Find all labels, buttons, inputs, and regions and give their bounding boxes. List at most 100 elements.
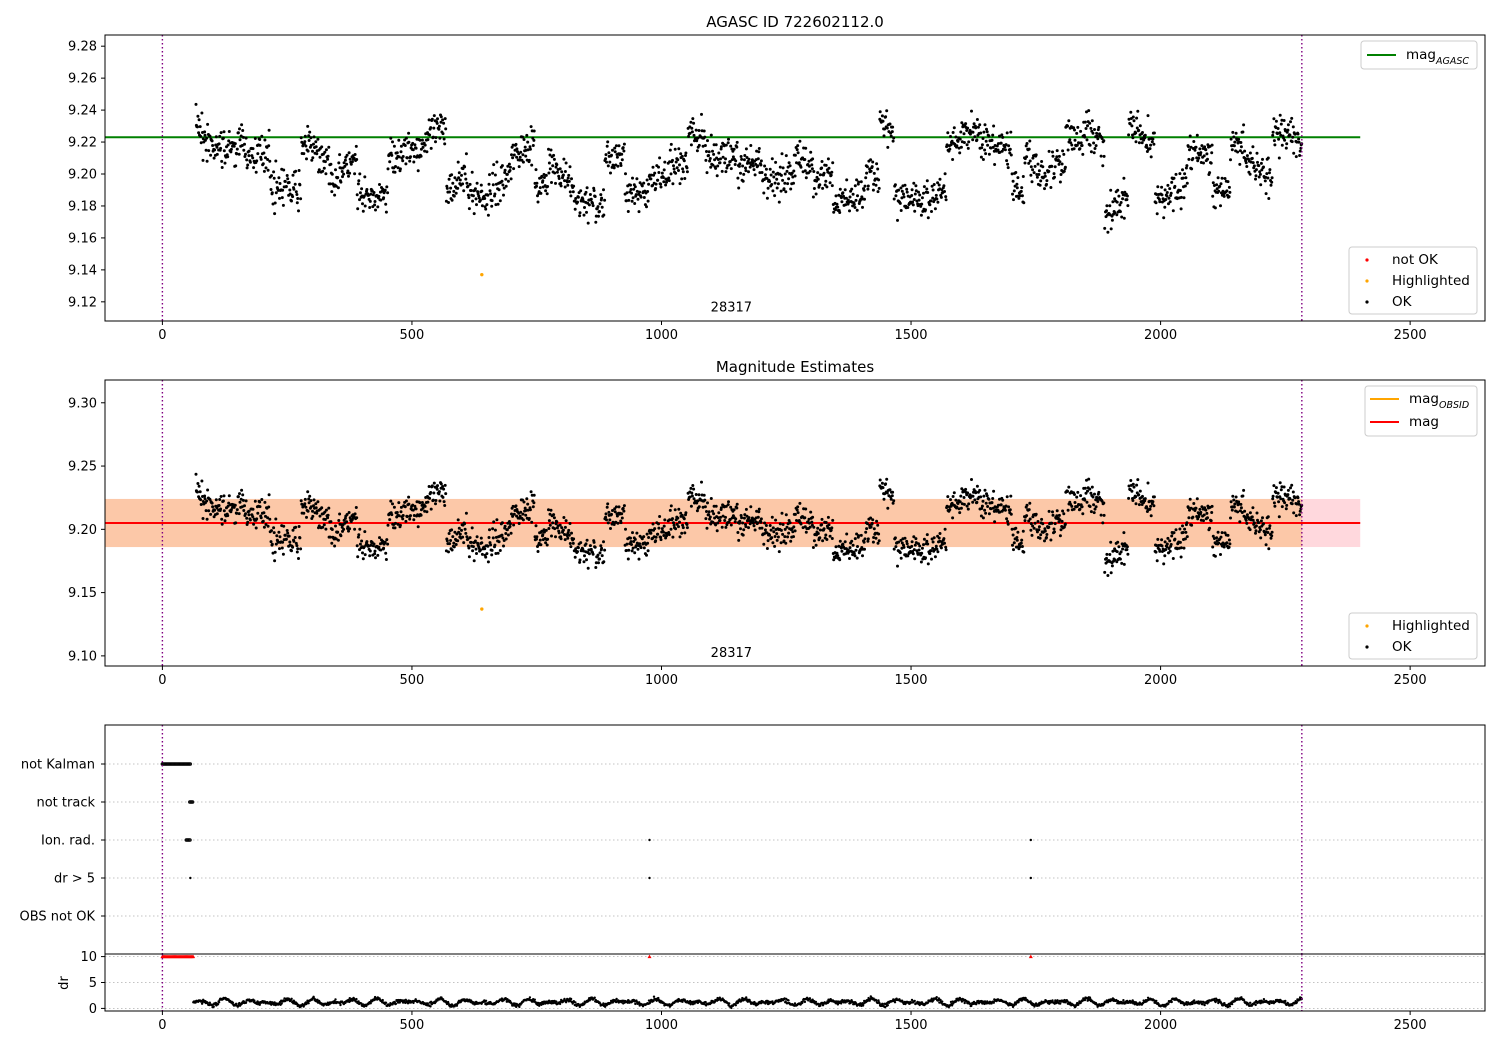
ok-point — [1227, 195, 1231, 199]
ok-point — [273, 201, 277, 205]
ok-point — [1251, 518, 1255, 522]
ok-point — [639, 546, 643, 550]
ok-point — [203, 494, 207, 498]
ok-point — [857, 180, 861, 184]
ok-point — [756, 521, 760, 525]
ok-point — [540, 529, 544, 533]
ok-point — [625, 199, 628, 203]
ok-point — [1021, 529, 1025, 533]
ok-point — [1286, 488, 1290, 492]
ok-point — [868, 167, 872, 171]
ok-point — [911, 203, 915, 207]
ok-point — [776, 535, 780, 539]
ok-point — [493, 528, 497, 532]
ok-point — [1205, 152, 1209, 156]
ok-point — [1178, 172, 1182, 176]
ok-point — [803, 158, 807, 161]
ok-point — [550, 534, 553, 538]
ok-point — [594, 561, 598, 565]
ok-point — [439, 115, 443, 119]
ok-point — [1165, 545, 1169, 549]
ok-point — [437, 127, 441, 131]
ok-point — [1182, 196, 1186, 200]
ok-point — [299, 136, 303, 140]
ok-point — [1270, 534, 1274, 538]
ok-point — [211, 144, 215, 147]
ok-point — [617, 144, 621, 148]
ok-point — [985, 127, 988, 131]
ok-point — [874, 183, 878, 187]
ok-point — [274, 159, 278, 163]
ok-point — [654, 187, 658, 190]
ok-point — [1183, 527, 1187, 531]
ok-point — [917, 548, 921, 552]
ok-point — [569, 545, 573, 549]
ok-point — [1278, 481, 1282, 485]
ok-point — [1138, 124, 1142, 128]
ok-point — [922, 543, 925, 547]
ok-point — [856, 545, 859, 548]
ok-point — [450, 548, 454, 552]
ok-point — [443, 117, 447, 121]
ok-point — [227, 494, 231, 498]
ok-point — [1158, 549, 1162, 553]
ok-point — [1165, 194, 1169, 198]
ok-point — [217, 142, 221, 146]
ok-point — [606, 140, 610, 144]
ok-point — [871, 188, 875, 192]
ok-point — [1122, 176, 1126, 180]
ok-point — [1023, 161, 1027, 165]
ok-point — [218, 498, 222, 501]
ok-point — [196, 114, 200, 118]
ok-point — [1219, 204, 1222, 208]
ok-point — [403, 505, 407, 509]
ok-point — [540, 174, 544, 178]
ok-point — [1270, 176, 1274, 180]
ok-point — [970, 109, 973, 113]
ok-point — [1015, 536, 1019, 539]
ok-point — [959, 506, 963, 510]
ok-point — [604, 157, 608, 161]
ok-point — [290, 199, 293, 203]
ok-point — [529, 125, 533, 129]
ok-point — [198, 490, 202, 494]
ok-point — [1152, 142, 1156, 146]
ok-point — [674, 527, 678, 531]
ok-point — [1241, 494, 1245, 498]
ok-point — [684, 511, 688, 515]
ok-point — [548, 153, 552, 157]
ok-point — [799, 165, 803, 169]
ok-point — [395, 151, 399, 155]
ok-point — [262, 169, 266, 173]
ok-point — [262, 525, 266, 529]
ok-point — [493, 543, 497, 547]
ok-point — [213, 508, 217, 512]
ok-point — [742, 516, 746, 520]
ok-point — [1280, 143, 1284, 147]
ok-point — [1131, 136, 1135, 140]
ok-point — [834, 208, 837, 212]
ok-point — [600, 196, 604, 200]
ok-point — [312, 498, 316, 502]
ok-point — [241, 129, 245, 132]
ok-point — [336, 530, 340, 534]
ok-point — [677, 525, 680, 529]
ok-point — [1217, 189, 1221, 193]
ok-point — [428, 496, 432, 500]
ok-point — [1129, 110, 1133, 114]
ok-point — [456, 518, 460, 522]
ok-point — [1089, 126, 1093, 130]
ok-point — [328, 535, 332, 539]
ok-point — [1137, 503, 1141, 507]
ok-point — [857, 534, 861, 538]
ok-point — [825, 538, 829, 541]
ok-point — [631, 176, 634, 180]
ok-point — [1163, 188, 1167, 192]
ok-point — [220, 159, 224, 163]
ok-point — [606, 164, 610, 168]
ok-point — [1292, 151, 1296, 155]
ok-point — [925, 187, 929, 191]
ok-point — [1167, 196, 1171, 200]
ok-point — [576, 195, 580, 199]
ok-point — [591, 204, 595, 208]
